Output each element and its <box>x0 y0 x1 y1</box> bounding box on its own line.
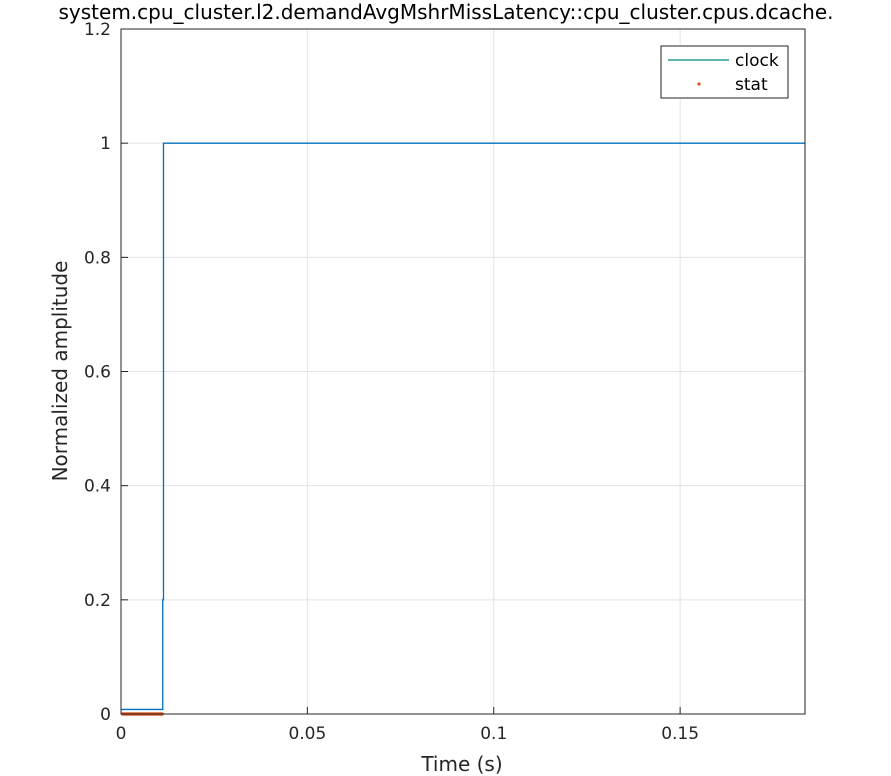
y-tick-label: 0.4 <box>84 477 111 497</box>
y-axis-label: Normalized amplitude <box>48 261 72 482</box>
legend-label-clock: clock <box>735 51 779 71</box>
y-tick-label: 0 <box>100 705 111 725</box>
grid <box>121 28 805 714</box>
ticks: 0 0.05 0.1 0.15 0 0.2 0.4 0.6 0.8 1 1.2 <box>84 20 699 744</box>
x-tick-label: 0.1 <box>480 724 507 744</box>
y-tick-label: 0.6 <box>84 363 111 383</box>
x-tick-label: 0.15 <box>661 724 699 744</box>
legend-box <box>660 45 789 99</box>
chart-title: system.cpu_cluster.l2.demandAvgMshrMissL… <box>59 0 834 24</box>
plot-lines <box>121 142 805 711</box>
y-tick-label: 0.2 <box>84 591 111 611</box>
legend-swatch-stat <box>697 82 701 86</box>
x-axis-label: Time (s) <box>420 752 502 776</box>
y-tick-label: 1 <box>100 134 111 154</box>
y-tick-label: 0.8 <box>84 248 111 268</box>
y-tick-label: 1.2 <box>84 20 111 40</box>
series-line-clock <box>121 142 805 711</box>
legend-label-stat: stat <box>735 75 768 95</box>
x-tick-label: 0 <box>116 724 127 744</box>
legend: clock stat <box>660 45 789 99</box>
x-tick-label: 0.05 <box>288 724 326 744</box>
